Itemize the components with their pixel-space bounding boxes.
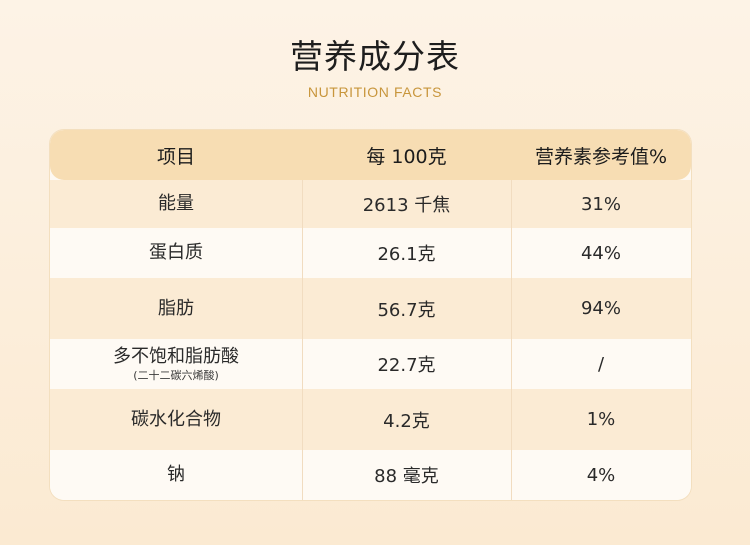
nutrition-table: 项目 每 100克 营养素参考值% 能量 2613 千焦 31% 蛋白质 26.…	[50, 130, 691, 500]
cell-nrv: 1%	[586, 409, 616, 430]
page-title: 营养成分表	[290, 37, 460, 76]
table-row: 钠 88 毫克 4%	[50, 450, 691, 500]
cell-per100: 26.1克	[377, 244, 436, 265]
column-divider	[302, 180, 303, 500]
cell-nrv: 94%	[580, 298, 621, 319]
table-row: 碳水化合物 4.2克 1%	[50, 389, 691, 450]
column-divider	[511, 180, 512, 500]
cell-item: 能量	[50, 180, 302, 228]
item-note: (二十二碳六烯酸)	[133, 369, 219, 382]
cell-per100: 4.2克	[383, 410, 430, 432]
table-row: 多不饱和脂肪酸 (二十二碳六烯酸) 22.7克 /	[50, 339, 691, 389]
cell-nrv: 44%	[580, 242, 621, 264]
cell-item: 脂肪	[50, 278, 302, 339]
header-per100: 每 100克	[366, 145, 447, 168]
item-name: 蛋白质	[149, 242, 203, 263]
cell-per100: 2613 千焦	[362, 195, 451, 216]
cell-nrv: /	[597, 353, 605, 375]
table-row: 能量 2613 千焦 31%	[50, 180, 691, 228]
cell-item: 碳水化合物	[50, 389, 302, 450]
item-name: 能量	[158, 193, 194, 214]
item-name: 碳水化合物	[131, 408, 221, 430]
page-subtitle: NUTRITION FACTS	[307, 84, 443, 100]
cell-per100: 22.7克	[377, 355, 436, 376]
cell-per100: 56.7克	[377, 299, 436, 321]
table-row: 脂肪 56.7克 94%	[50, 278, 691, 339]
cell-item: 钠	[50, 450, 302, 500]
table-row: 蛋白质 26.1克 44%	[50, 228, 691, 278]
table-header: 项目 每 100克 营养素参考值%	[50, 130, 691, 180]
cell-nrv: 31%	[580, 193, 621, 215]
item-name: 脂肪	[158, 297, 194, 319]
item-name: 钠	[167, 464, 185, 485]
item-name: 多不饱和脂肪酸	[113, 346, 239, 367]
header-item: 项目	[156, 145, 195, 168]
cell-nrv: 4%	[586, 464, 616, 486]
cell-per100: 88 毫克	[374, 466, 439, 487]
cell-item: 多不饱和脂肪酸 (二十二碳六烯酸)	[50, 339, 302, 389]
header-nrv: 营养素参考值%	[534, 145, 668, 168]
cell-item: 蛋白质	[50, 228, 302, 278]
